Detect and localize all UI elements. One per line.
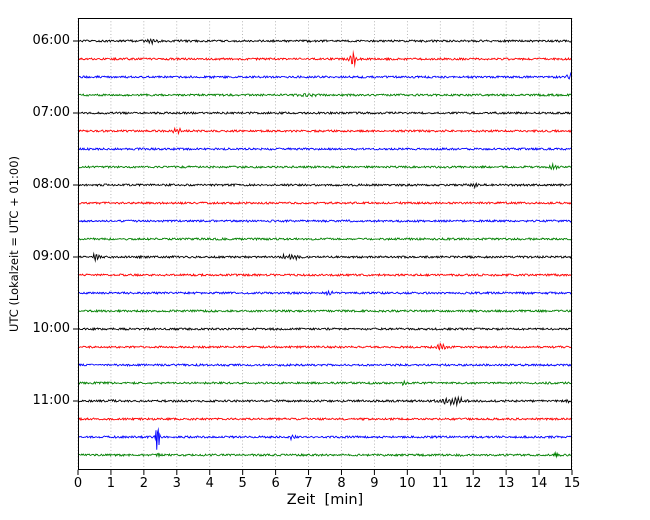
x-tick-label: 7 [304, 476, 313, 491]
x-tick-label: 14 [530, 476, 548, 491]
x-tick-label: 15 [563, 476, 581, 491]
x-tick-label: 1 [106, 476, 116, 491]
x-tick-label: 11 [431, 476, 449, 491]
y-tick-label: 11:00 [32, 393, 70, 408]
y-tick-label: 06:00 [32, 33, 70, 48]
y-axis-label: UTC (Lokalzeit = UTC + 01:00) [7, 155, 21, 333]
x-tick-label: 5 [238, 476, 247, 491]
x-tick-label: 12 [464, 476, 482, 491]
y-tick-label: 07:00 [32, 105, 70, 120]
y-tick-label: 10:00 [32, 321, 70, 336]
x-tick-label: 4 [205, 476, 214, 491]
x-tick-label: 8 [337, 476, 346, 491]
x-axis-label: Zeit [min] [286, 492, 364, 508]
x-tick-label: 0 [73, 476, 83, 491]
x-tick-label: 2 [139, 476, 148, 491]
x-tick-label: 3 [172, 476, 181, 491]
x-tick-label: 13 [497, 476, 515, 491]
x-tick-label: 9 [370, 476, 379, 491]
x-tick-label: 10 [399, 476, 416, 491]
x-tick-label: 6 [271, 476, 280, 491]
y-tick-label: 09:00 [32, 249, 70, 264]
y-tick-label: 08:00 [32, 177, 70, 192]
